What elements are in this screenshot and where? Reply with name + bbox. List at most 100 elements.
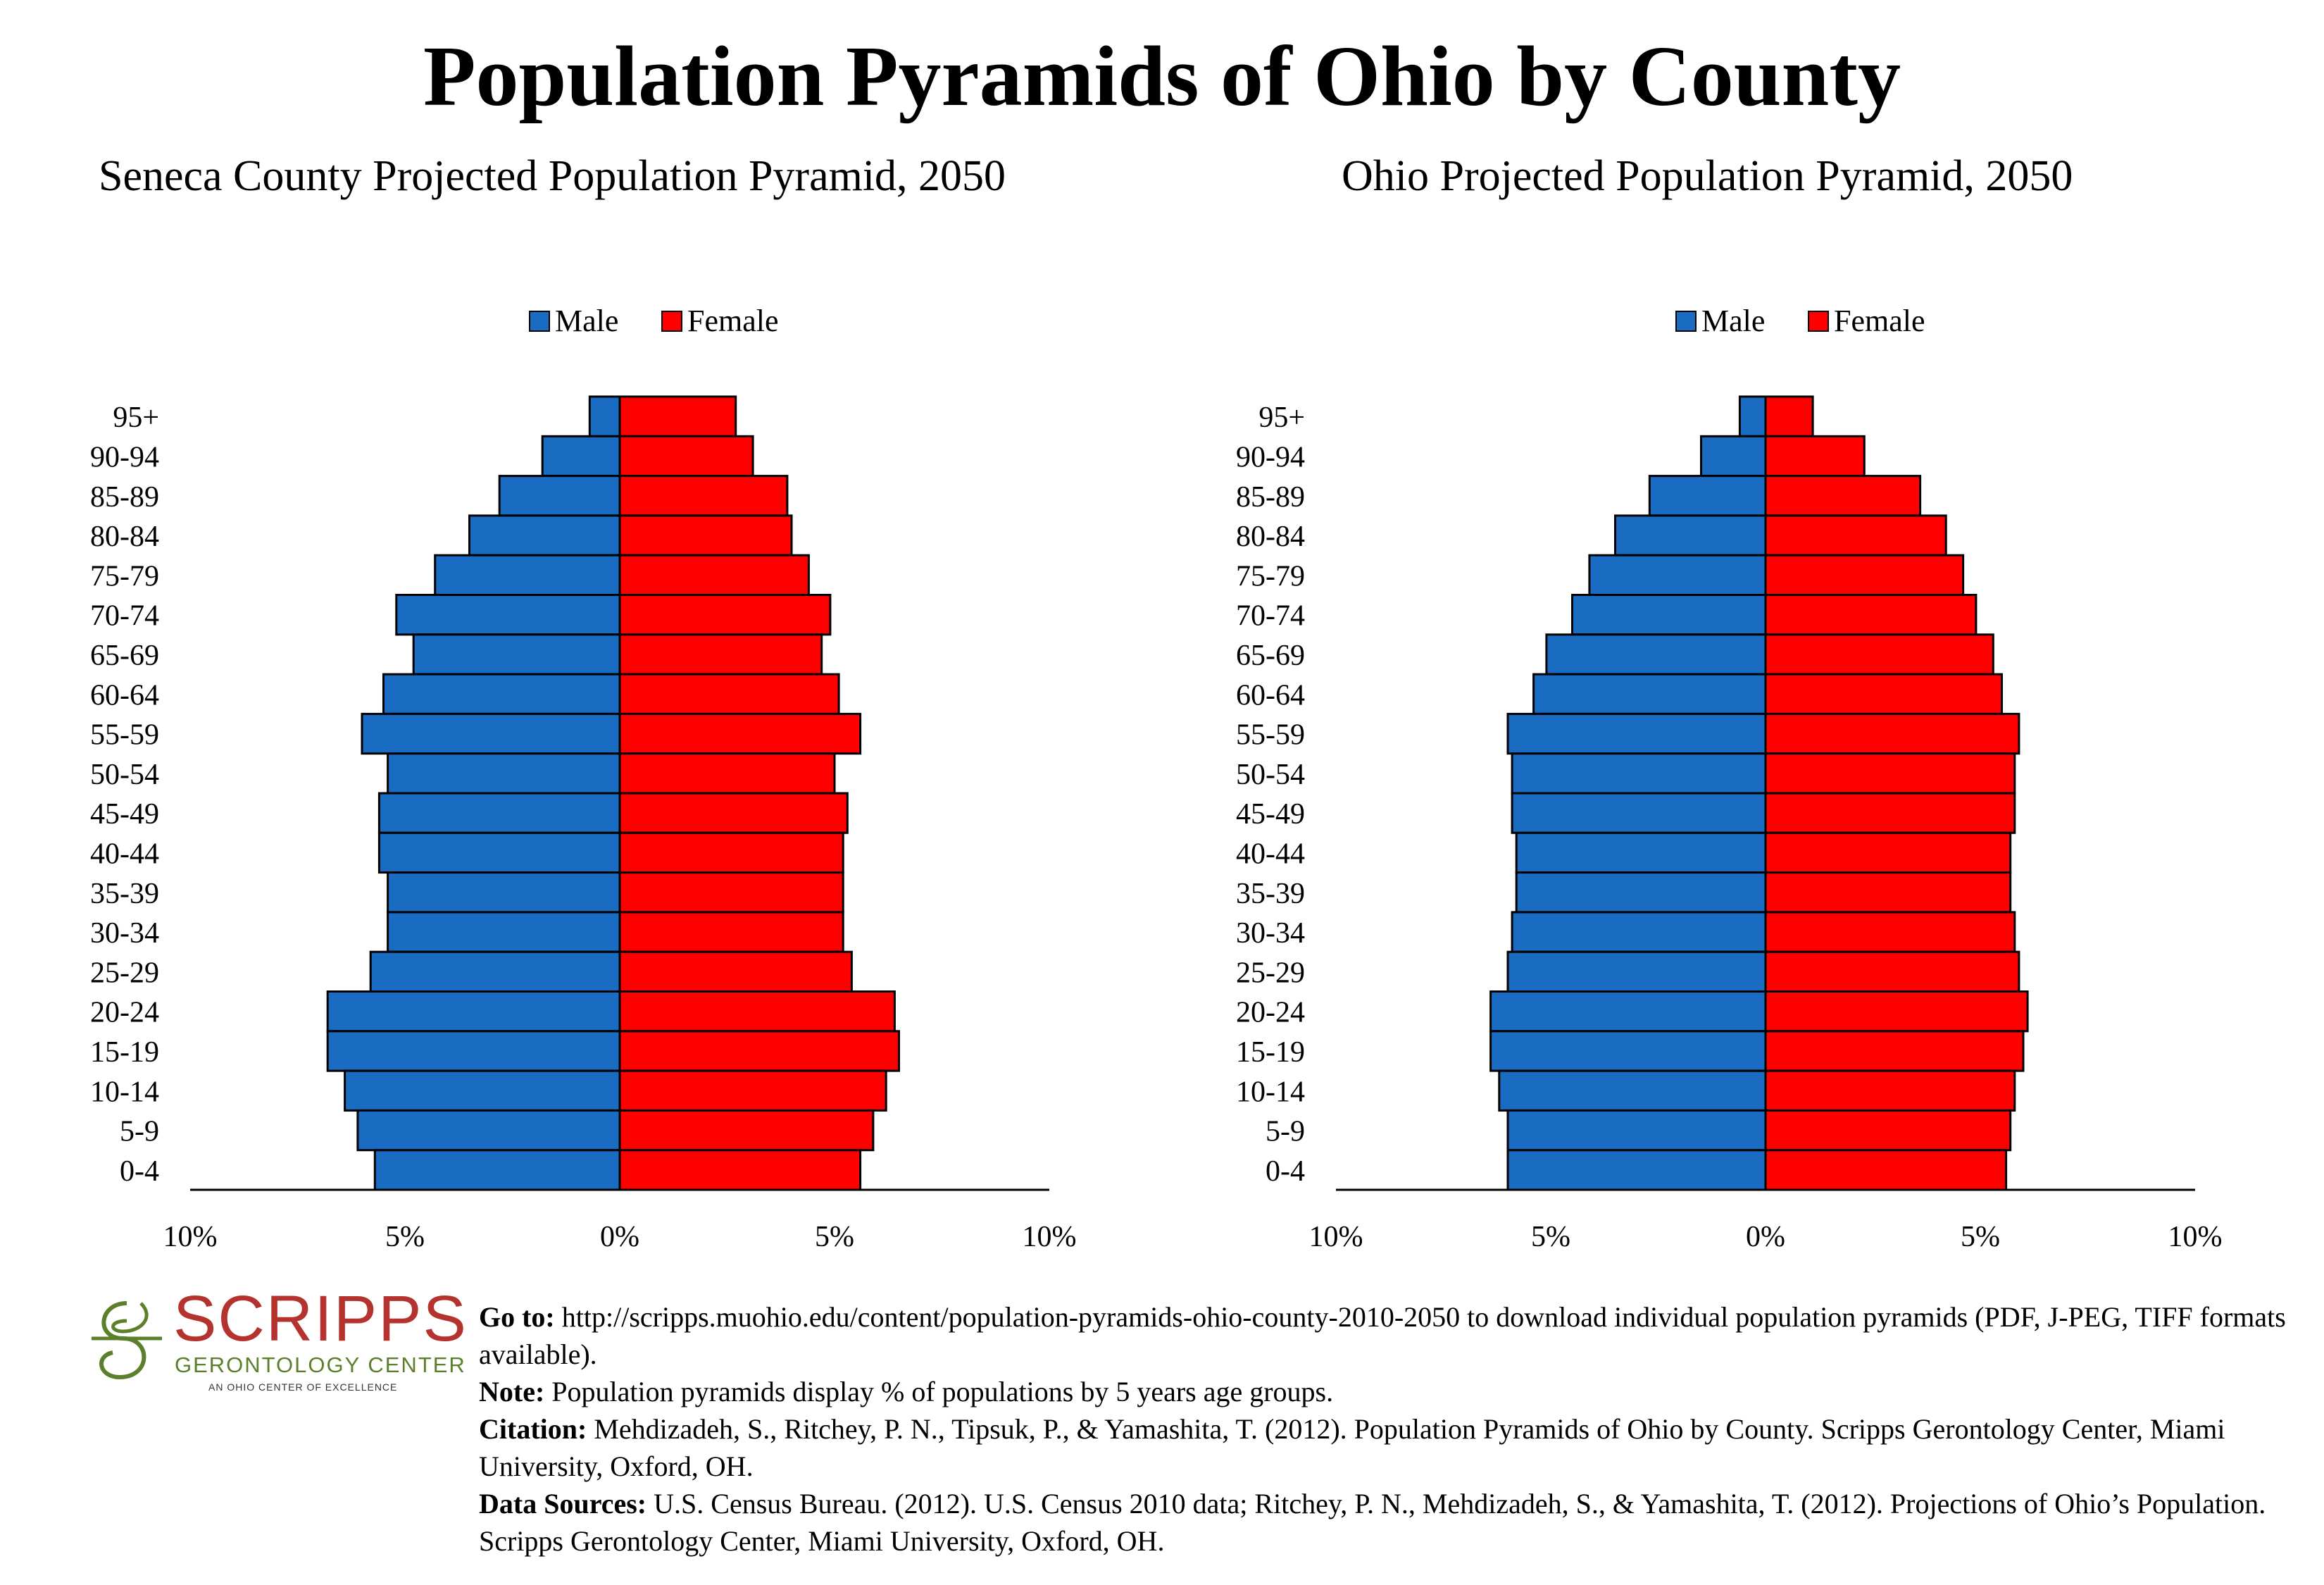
age-label: 30-34 [1236, 917, 1305, 950]
female-bar-75-79 [1764, 554, 1965, 597]
logo-tagline: AN OHIO CENTER OF EXCELLENCE [208, 1381, 398, 1393]
age-label: 60-64 [1236, 679, 1305, 711]
age-label: 90-94 [1236, 441, 1305, 473]
x-tick-label: 5% [815, 1221, 854, 1253]
male-bar-45-49 [1511, 792, 1767, 834]
male-bar-25-29 [369, 950, 621, 993]
female-bar-45-49 [1764, 792, 2016, 834]
male-bar-20-24 [1489, 990, 1767, 1033]
age-label: 15-19 [1236, 1036, 1305, 1069]
age-label: 40-44 [1236, 838, 1305, 870]
female-bar-90-94 [1764, 435, 1866, 478]
male-bar-15-19 [1489, 1030, 1767, 1072]
female-bar-20-24 [1764, 990, 2029, 1033]
age-label: 80-84 [90, 521, 159, 553]
female-bar-35-39 [1764, 871, 2012, 914]
x-tick-label: 5% [1531, 1221, 1570, 1253]
age-label: 70-74 [1236, 600, 1305, 633]
age-label: 10-14 [1236, 1076, 1305, 1108]
female-bar-70-74 [618, 594, 832, 636]
female-bar-70-74 [1764, 594, 1978, 636]
x-tick-label: 10% [163, 1221, 218, 1253]
age-label: 75-79 [1236, 560, 1305, 592]
footer-notes: Go to: http://scripps.muohio.edu/content… [479, 1298, 2310, 1560]
male-bar-40-44 [1515, 831, 1767, 874]
age-label: 50-54 [90, 759, 159, 791]
male-bar-70-74 [395, 594, 621, 636]
chart-title-ohio: Ohio Projected Population Pyramid, 2050 [1342, 152, 2073, 200]
female-bar-20-24 [618, 990, 896, 1033]
male-bar-75-79 [1588, 554, 1767, 597]
female-bar-30-34 [1764, 911, 2016, 953]
female-bar-10-14 [1764, 1069, 2016, 1112]
female-bar-65-69 [1764, 633, 1994, 676]
age-label: 45-49 [1236, 798, 1305, 831]
age-label: 25-29 [90, 957, 159, 989]
x-tick-label: 5% [1961, 1221, 2000, 1253]
female-bar-85-89 [1764, 475, 1922, 517]
female-bar-95+ [1764, 395, 1814, 437]
legend-female-label: Female [1834, 304, 1925, 338]
age-label: 85-89 [90, 481, 159, 514]
sources-line: Data Sources: U.S. Census Bureau. (2012)… [479, 1485, 2310, 1560]
female-bar-25-29 [1764, 950, 2020, 993]
citation-line: Citation: Mehdizadeh, S., Ritchey, P. N.… [479, 1410, 2310, 1485]
citation-text: Mehdizadeh, S., Ritchey, P. N., Tipsuk, … [479, 1413, 2225, 1482]
age-label: 15-19 [90, 1036, 159, 1069]
male-bar-65-69 [1545, 633, 1767, 676]
legend-female-swatch [661, 311, 682, 332]
note-text: Population pyramids display % of populat… [544, 1376, 1334, 1407]
age-label: 30-34 [90, 917, 159, 950]
male-bar-30-34 [1511, 911, 1767, 953]
goto-label: Go to: [479, 1301, 555, 1333]
male-bar-10-14 [344, 1069, 621, 1112]
female-bar-55-59 [1764, 712, 2020, 755]
female-bar-80-84 [618, 514, 793, 557]
male-bar-95+ [1738, 395, 1767, 437]
age-label: 95+ [1258, 402, 1305, 434]
legend-male-swatch [1675, 311, 1697, 332]
logo-wordmark: SCRIPPS [173, 1283, 468, 1355]
male-bar-50-54 [387, 752, 621, 795]
x-tick-label: 5% [385, 1221, 425, 1253]
chart-title-seneca: Seneca County Projected Population Pyram… [99, 152, 1006, 200]
ohio-pyramid-chart: 95+ 90-94 85-89 80-84 75-79 70-74 65-69 60-64 55… [1236, 304, 2223, 1253]
note-label: Note: [479, 1376, 545, 1407]
page-title: Population Pyramids of Ohio by County [423, 29, 1901, 124]
scripps-swirl-icon [92, 1301, 162, 1380]
male-bar-60-64 [1532, 673, 1767, 715]
male-bar-50-54 [1511, 752, 1767, 795]
age-label: 55-59 [1236, 719, 1305, 752]
sources-text: U.S. Census Bureau. (2012). U.S. Census … [479, 1488, 2266, 1557]
legend-female-label: Female [687, 304, 779, 338]
male-bar-65-69 [412, 633, 621, 676]
male-bar-85-89 [1648, 475, 1767, 517]
male-bar-25-29 [1506, 950, 1767, 993]
age-label: 5-9 [1266, 1116, 1305, 1148]
male-bar-55-59 [361, 712, 621, 755]
female-bar-60-64 [618, 673, 840, 715]
legend-female-swatch [1808, 311, 1829, 332]
male-bar-80-84 [1614, 514, 1767, 557]
age-label: 20-24 [1236, 997, 1305, 1029]
citation-label: Citation: [479, 1413, 587, 1445]
x-tick-label: 0% [600, 1221, 639, 1253]
male-bar-15-19 [326, 1030, 621, 1072]
female-bar-5-9 [1764, 1109, 2012, 1152]
female-bar-10-14 [618, 1069, 887, 1112]
x-tick-label: 10% [1023, 1221, 1077, 1253]
female-bar-15-19 [618, 1030, 900, 1072]
goto-line: Go to: http://scripps.muohio.edu/content… [479, 1298, 2310, 1373]
scripps-logo: SCRIPPS GERONTOLOGY CENTER AN OHIO CENTE… [85, 1282, 468, 1402]
female-bar-15-19 [1764, 1030, 2025, 1072]
male-bar-90-94 [1700, 435, 1767, 478]
age-label: 20-24 [90, 997, 159, 1029]
age-label: 0-4 [1266, 1155, 1305, 1188]
age-label: 80-84 [1236, 521, 1305, 553]
age-label: 5-9 [120, 1116, 159, 1148]
x-tick-label: 0% [1746, 1221, 1785, 1253]
female-bar-90-94 [618, 435, 754, 478]
age-label: 35-39 [1236, 878, 1305, 910]
age-label: 40-44 [90, 838, 159, 870]
female-bar-80-84 [1764, 514, 1947, 557]
